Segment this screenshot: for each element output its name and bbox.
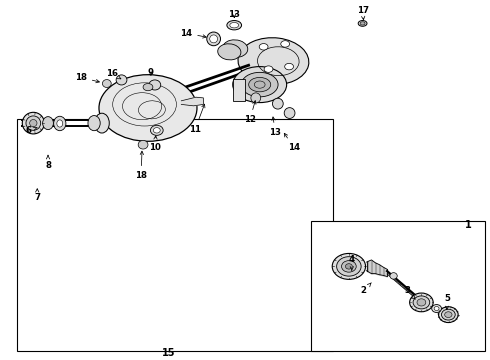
Bar bbox=[311, 221, 485, 351]
Ellipse shape bbox=[153, 128, 160, 133]
Text: 17: 17 bbox=[357, 6, 368, 20]
Circle shape bbox=[264, 66, 273, 72]
Ellipse shape bbox=[30, 120, 37, 127]
Text: 5: 5 bbox=[444, 294, 450, 310]
Polygon shape bbox=[181, 97, 203, 106]
Circle shape bbox=[281, 41, 290, 47]
Ellipse shape bbox=[342, 261, 356, 272]
Text: 13: 13 bbox=[270, 117, 281, 137]
Circle shape bbox=[259, 44, 268, 50]
Text: 1: 1 bbox=[465, 220, 471, 230]
Ellipse shape bbox=[360, 22, 365, 25]
Ellipse shape bbox=[249, 77, 270, 92]
Ellipse shape bbox=[332, 253, 366, 279]
Ellipse shape bbox=[99, 75, 197, 141]
Text: 18: 18 bbox=[75, 73, 99, 83]
Ellipse shape bbox=[116, 75, 127, 85]
Text: 14: 14 bbox=[284, 133, 300, 152]
Text: 6: 6 bbox=[25, 126, 37, 135]
Ellipse shape bbox=[88, 116, 100, 131]
Ellipse shape bbox=[230, 23, 239, 28]
Ellipse shape bbox=[242, 72, 278, 97]
Ellipse shape bbox=[53, 116, 66, 131]
Ellipse shape bbox=[439, 307, 458, 323]
Ellipse shape bbox=[102, 80, 111, 87]
Ellipse shape bbox=[143, 84, 153, 91]
Ellipse shape bbox=[445, 312, 452, 318]
Text: 10: 10 bbox=[149, 136, 161, 152]
Bar bbox=[17, 119, 333, 351]
Ellipse shape bbox=[251, 93, 261, 103]
Text: 8: 8 bbox=[45, 156, 51, 170]
Text: 18: 18 bbox=[135, 151, 147, 180]
Ellipse shape bbox=[207, 32, 220, 46]
Ellipse shape bbox=[149, 80, 161, 90]
Ellipse shape bbox=[150, 125, 163, 135]
Ellipse shape bbox=[23, 112, 44, 134]
Ellipse shape bbox=[390, 273, 397, 279]
Text: 15: 15 bbox=[162, 348, 176, 358]
Ellipse shape bbox=[57, 120, 63, 127]
Ellipse shape bbox=[358, 21, 367, 26]
Text: 14: 14 bbox=[180, 29, 206, 38]
Ellipse shape bbox=[434, 307, 439, 310]
Bar bbox=[233, 79, 245, 101]
Ellipse shape bbox=[210, 35, 218, 43]
Text: 11: 11 bbox=[189, 104, 205, 134]
Ellipse shape bbox=[233, 67, 287, 103]
Text: 2: 2 bbox=[361, 283, 371, 295]
Ellipse shape bbox=[272, 98, 283, 109]
Ellipse shape bbox=[26, 116, 41, 130]
Ellipse shape bbox=[222, 40, 248, 57]
Ellipse shape bbox=[138, 140, 148, 149]
Ellipse shape bbox=[410, 293, 433, 312]
Text: 13: 13 bbox=[228, 10, 240, 19]
Ellipse shape bbox=[337, 257, 361, 276]
Circle shape bbox=[285, 63, 294, 70]
Text: 12: 12 bbox=[244, 101, 256, 124]
Ellipse shape bbox=[413, 296, 430, 309]
Ellipse shape bbox=[95, 113, 109, 133]
Ellipse shape bbox=[43, 117, 53, 130]
Ellipse shape bbox=[345, 264, 352, 269]
Ellipse shape bbox=[238, 38, 309, 85]
Ellipse shape bbox=[441, 309, 455, 320]
Ellipse shape bbox=[218, 44, 241, 60]
Ellipse shape bbox=[227, 21, 242, 30]
Text: 9: 9 bbox=[148, 68, 154, 77]
Text: 16: 16 bbox=[106, 69, 121, 79]
Text: 4: 4 bbox=[349, 256, 355, 270]
Ellipse shape bbox=[284, 108, 295, 118]
Ellipse shape bbox=[417, 299, 426, 306]
Ellipse shape bbox=[432, 305, 441, 312]
Text: 7: 7 bbox=[34, 189, 40, 202]
Text: 3: 3 bbox=[405, 287, 416, 299]
